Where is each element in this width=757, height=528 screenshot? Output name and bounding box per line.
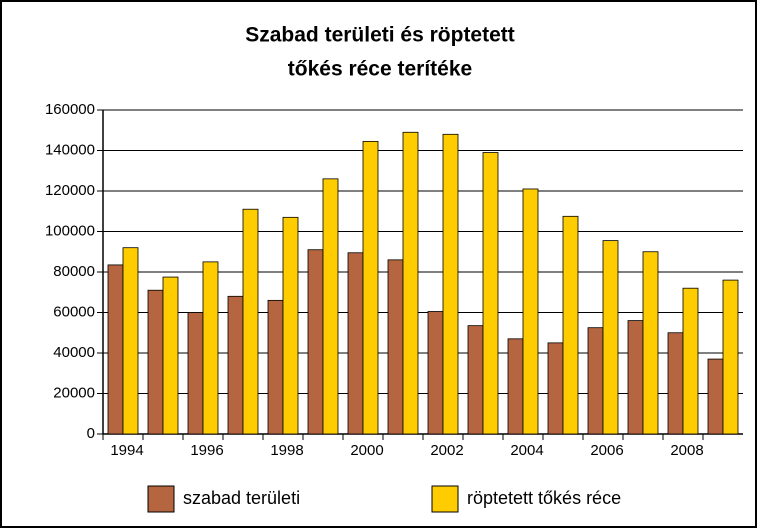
bar	[227, 295, 244, 435]
y-tick-label: 40000	[53, 344, 95, 361]
bar	[667, 332, 684, 435]
bar	[442, 133, 459, 435]
x-tick-label: 2006	[590, 442, 623, 459]
bar	[587, 327, 604, 435]
y-tick-label: 160000	[45, 101, 95, 118]
legend-swatch	[147, 485, 175, 513]
bar	[147, 289, 164, 435]
bar	[187, 312, 204, 435]
y-tick-label: 100000	[45, 222, 95, 239]
bar	[347, 252, 364, 435]
bar	[682, 287, 699, 435]
bar	[467, 325, 484, 435]
x-tick-label: 1998	[270, 442, 303, 459]
y-tick-label: 120000	[45, 182, 95, 199]
y-tick-label: 140000	[45, 141, 95, 158]
bar	[322, 178, 339, 435]
bar	[202, 261, 219, 435]
chart-title: Szabad területi és röptetett	[245, 24, 515, 47]
bar	[707, 358, 724, 435]
bar	[627, 320, 644, 435]
bar	[242, 208, 259, 435]
y-tick-label: 0	[87, 425, 95, 442]
bar	[282, 216, 299, 435]
bar	[362, 140, 379, 435]
bar	[162, 276, 179, 435]
y-tick-label: 60000	[53, 303, 95, 320]
legend-label: röptetett tőkés réce	[467, 488, 621, 508]
y-tick-label: 80000	[53, 263, 95, 280]
chart-title: tőkés réce terítéke	[288, 58, 472, 81]
bar	[427, 311, 444, 435]
x-tick-label: 1996	[190, 442, 223, 459]
x-tick-label: 2004	[510, 442, 543, 459]
bar	[602, 240, 619, 435]
bar	[522, 188, 539, 435]
x-tick-label: 1994	[110, 442, 143, 459]
bar	[547, 342, 564, 435]
x-tick-label: 2008	[670, 442, 703, 459]
bar	[267, 299, 284, 435]
bar	[402, 131, 419, 435]
bar	[562, 215, 579, 435]
bar	[307, 249, 324, 435]
bar	[722, 279, 739, 435]
legend-label: szabad területi	[183, 488, 300, 508]
bar	[642, 251, 659, 435]
x-tick-label: 2000	[350, 442, 383, 459]
bar	[122, 247, 139, 435]
bar	[482, 152, 499, 435]
legend-swatch	[431, 485, 459, 513]
bar	[107, 264, 124, 435]
bar	[387, 259, 404, 435]
bar	[507, 338, 524, 435]
x-tick-label: 2002	[430, 442, 463, 459]
y-tick-label: 20000	[53, 384, 95, 401]
